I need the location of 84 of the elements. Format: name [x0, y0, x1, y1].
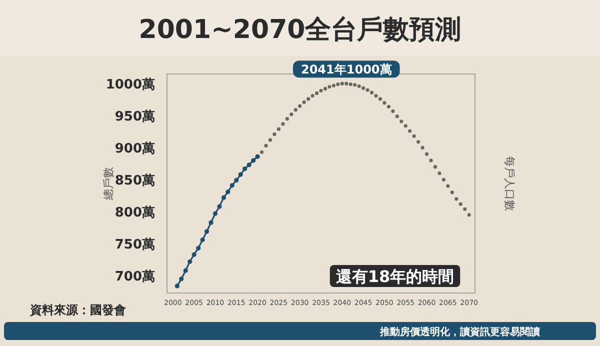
point — [412, 134, 416, 138]
point — [230, 183, 234, 188]
point — [404, 124, 408, 128]
point — [336, 82, 340, 86]
y-tick-label: 800萬 — [114, 206, 155, 221]
y-tick-label: 750萬 — [114, 238, 155, 253]
point — [226, 190, 230, 194]
point — [251, 158, 256, 163]
point — [174, 284, 180, 288]
point — [438, 171, 442, 176]
point — [450, 190, 454, 194]
point — [200, 238, 205, 242]
point — [314, 91, 319, 96]
point — [276, 127, 280, 131]
point — [420, 146, 424, 150]
point — [332, 84, 336, 88]
point — [260, 150, 264, 154]
chart-title: 2001~2070全台戶數預測 — [138, 15, 462, 45]
point — [319, 88, 323, 92]
point — [294, 108, 298, 112]
point — [285, 117, 289, 121]
y-axis-title: 總戶數 — [102, 167, 115, 201]
point — [344, 82, 348, 86]
y-tick-label: 850萬 — [114, 174, 155, 189]
point — [302, 100, 306, 104]
y2-axis-title: 每戶人口數 — [503, 156, 516, 211]
point — [395, 114, 399, 118]
point — [374, 94, 378, 98]
point — [386, 104, 390, 108]
y-tick-label: 700萬 — [114, 270, 155, 285]
annotation: 還有18年的時間 — [334, 267, 454, 286]
point — [458, 202, 462, 206]
point — [188, 259, 192, 264]
point — [272, 132, 276, 136]
point — [429, 158, 433, 162]
point — [433, 165, 438, 169]
point — [212, 211, 218, 216]
point — [183, 268, 188, 273]
point — [268, 138, 272, 142]
annotation: 2041年1000萬 — [300, 62, 392, 77]
point — [323, 86, 328, 91]
point — [362, 86, 366, 90]
point — [391, 109, 395, 113]
point — [442, 178, 446, 182]
point — [366, 88, 370, 92]
point — [446, 184, 450, 188]
point — [353, 83, 357, 87]
source-note: 資料來源：國發會 — [29, 303, 126, 317]
point — [310, 94, 314, 98]
point — [204, 229, 210, 234]
point — [238, 172, 243, 177]
point — [467, 213, 471, 217]
point — [246, 162, 252, 168]
point — [340, 82, 344, 86]
y-tick-label: 900萬 — [114, 142, 155, 157]
point — [408, 129, 412, 133]
point — [208, 220, 214, 225]
point — [424, 152, 429, 156]
point — [196, 246, 201, 250]
point — [298, 104, 302, 108]
point — [400, 120, 404, 124]
point — [242, 166, 248, 172]
point — [463, 207, 467, 211]
point — [234, 178, 239, 183]
point — [221, 195, 226, 200]
point — [255, 154, 260, 159]
point — [217, 204, 222, 209]
text: 推動房價透明化，讀資訊更容易閱讀 — [379, 326, 541, 338]
point — [454, 197, 458, 201]
point — [179, 276, 184, 282]
point — [264, 144, 268, 148]
point — [416, 140, 420, 144]
point — [192, 252, 196, 257]
point — [378, 97, 382, 101]
point — [290, 112, 294, 116]
point — [370, 90, 374, 94]
point — [281, 122, 285, 126]
point — [382, 101, 386, 105]
y-tick-label: 1000萬 — [106, 78, 155, 93]
y-tick-label: 950萬 — [114, 110, 155, 125]
point — [357, 84, 361, 88]
point — [328, 85, 332, 89]
point — [348, 82, 352, 86]
point — [306, 97, 310, 101]
